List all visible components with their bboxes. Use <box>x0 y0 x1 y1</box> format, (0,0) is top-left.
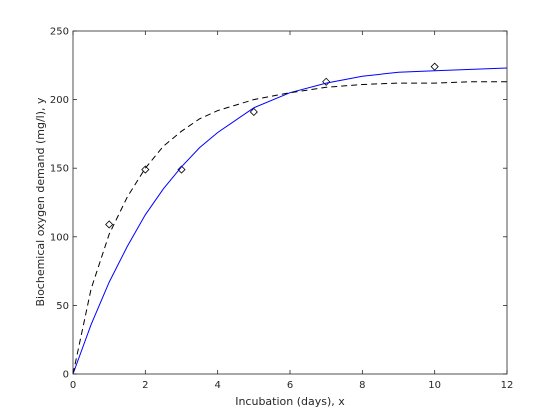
x-tick-label: 8 <box>359 380 365 391</box>
y-tick-label: 150 <box>50 164 69 175</box>
data-point <box>430 62 439 71</box>
data-point <box>177 165 186 174</box>
y-axis-label: Biochemical oxygen demand (mg/l), y <box>34 97 47 307</box>
plot-area <box>73 31 507 374</box>
y-tick-label: 0 <box>63 370 69 381</box>
x-tick-label: 2 <box>142 380 148 391</box>
x-tick-label: 10 <box>428 380 441 391</box>
data-point <box>141 165 150 174</box>
y-tick-label: 200 <box>50 95 69 106</box>
y-tick-label: 250 <box>50 27 69 38</box>
data-point <box>249 107 258 117</box>
x-tick-label: 6 <box>287 380 293 391</box>
x-tick-label: 0 <box>70 380 76 391</box>
series-layer <box>72 62 508 375</box>
y-tick-label: 50 <box>56 301 69 312</box>
y-tick-label: 100 <box>50 232 69 243</box>
dashed-fit-line <box>72 81 507 375</box>
x-tick-label: 12 <box>501 380 514 391</box>
data-point <box>105 220 114 229</box>
solid-fit-line <box>72 67 508 375</box>
data-point <box>322 77 331 86</box>
x-tick-label: 4 <box>214 380 220 391</box>
x-axis-label: Incubation (days), x <box>235 395 345 408</box>
tick-layer: 0 2 4 6 8 10 12 0 50 100 150 200 250 <box>50 27 513 392</box>
